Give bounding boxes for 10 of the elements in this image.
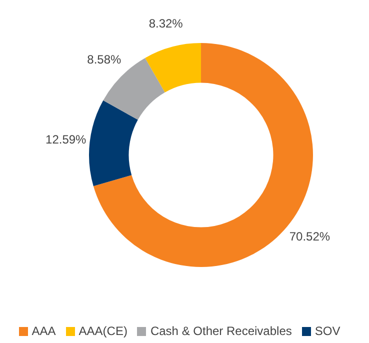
data-label: 12.59%	[46, 132, 87, 147]
legend-label: Cash & Other Receivables	[150, 324, 292, 338]
data-label: 8.32%	[148, 16, 184, 31]
legend-label: AAA(CE)	[78, 324, 128, 338]
donut-slice	[145, 43, 201, 92]
legend-label: AAA	[32, 324, 56, 338]
legend-label: SOV	[314, 324, 340, 338]
data-label: 8.58%	[87, 52, 122, 66]
donut-slice	[89, 100, 138, 186]
data-label: 70.52%	[289, 230, 330, 244]
